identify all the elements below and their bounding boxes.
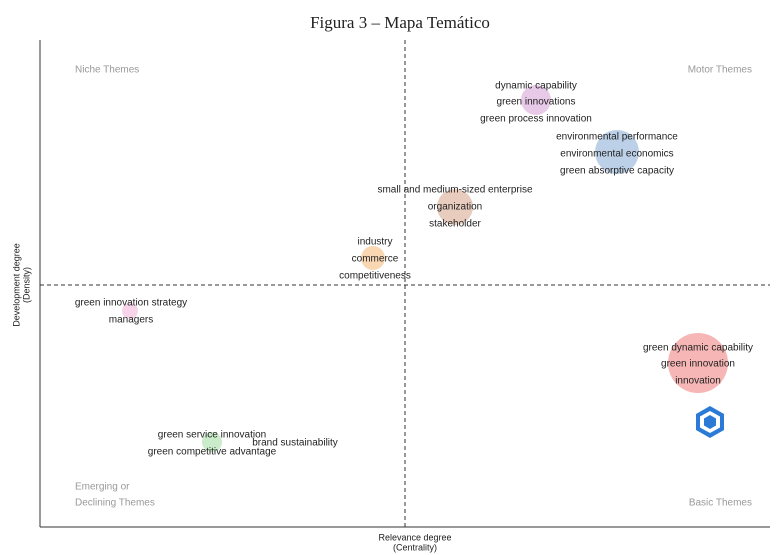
- cluster-label: green competitive advantage: [148, 447, 277, 458]
- quadrant-label: Niche Themes: [75, 65, 139, 76]
- quadrant-label: Motor Themes: [688, 65, 752, 76]
- cluster-label: green dynamic capability: [643, 343, 753, 354]
- cluster-label: competitiveness: [339, 271, 411, 282]
- x-axis-label: Relevance degree: [378, 532, 451, 542]
- quadrant-label: Basic Themes: [689, 498, 752, 509]
- cluster-bubble: [122, 303, 138, 319]
- cluster-bubble: [437, 189, 473, 225]
- cluster-label: stakeholder: [429, 219, 481, 230]
- logo: [696, 406, 724, 438]
- cluster-label: green innovation: [661, 359, 735, 370]
- cluster-bubble: [361, 246, 385, 270]
- quadrant-label: Declining Themes: [75, 498, 155, 509]
- cluster-label: environmental performance: [556, 132, 678, 143]
- cluster-label: green process innovation: [480, 114, 592, 125]
- cluster-label: green innovations: [497, 97, 576, 108]
- cluster-label: green service innovation: [158, 430, 266, 441]
- cluster-label: industry: [357, 237, 392, 248]
- cluster-label: brand sustainability: [252, 438, 338, 449]
- cluster-label: small and medium-sized enterprise: [377, 185, 533, 196]
- y-axis-label: (Density): [21, 267, 31, 303]
- chart-title: Figura 3 – Mapa Temático: [310, 13, 490, 32]
- cluster-label: green absorptive capacity: [560, 166, 674, 177]
- cluster-label: commerce: [352, 254, 399, 265]
- quadrant-label: Emerging or: [75, 482, 130, 493]
- cluster-label: innovation: [675, 376, 721, 387]
- y-axis-label: Development degree: [11, 243, 21, 327]
- cluster-label: managers: [109, 315, 153, 326]
- cluster-label: green innovation strategy: [75, 298, 187, 309]
- x-axis-label: (Centrality): [393, 542, 437, 552]
- cluster-bubble: [202, 432, 222, 452]
- cluster-bubble: [595, 130, 639, 174]
- cluster-bubble: [668, 333, 728, 393]
- cluster-bubble: [521, 85, 551, 115]
- cluster-label: environmental economics: [560, 149, 673, 160]
- cluster-label: dynamic capability: [495, 81, 577, 92]
- cluster-label: organization: [428, 202, 482, 213]
